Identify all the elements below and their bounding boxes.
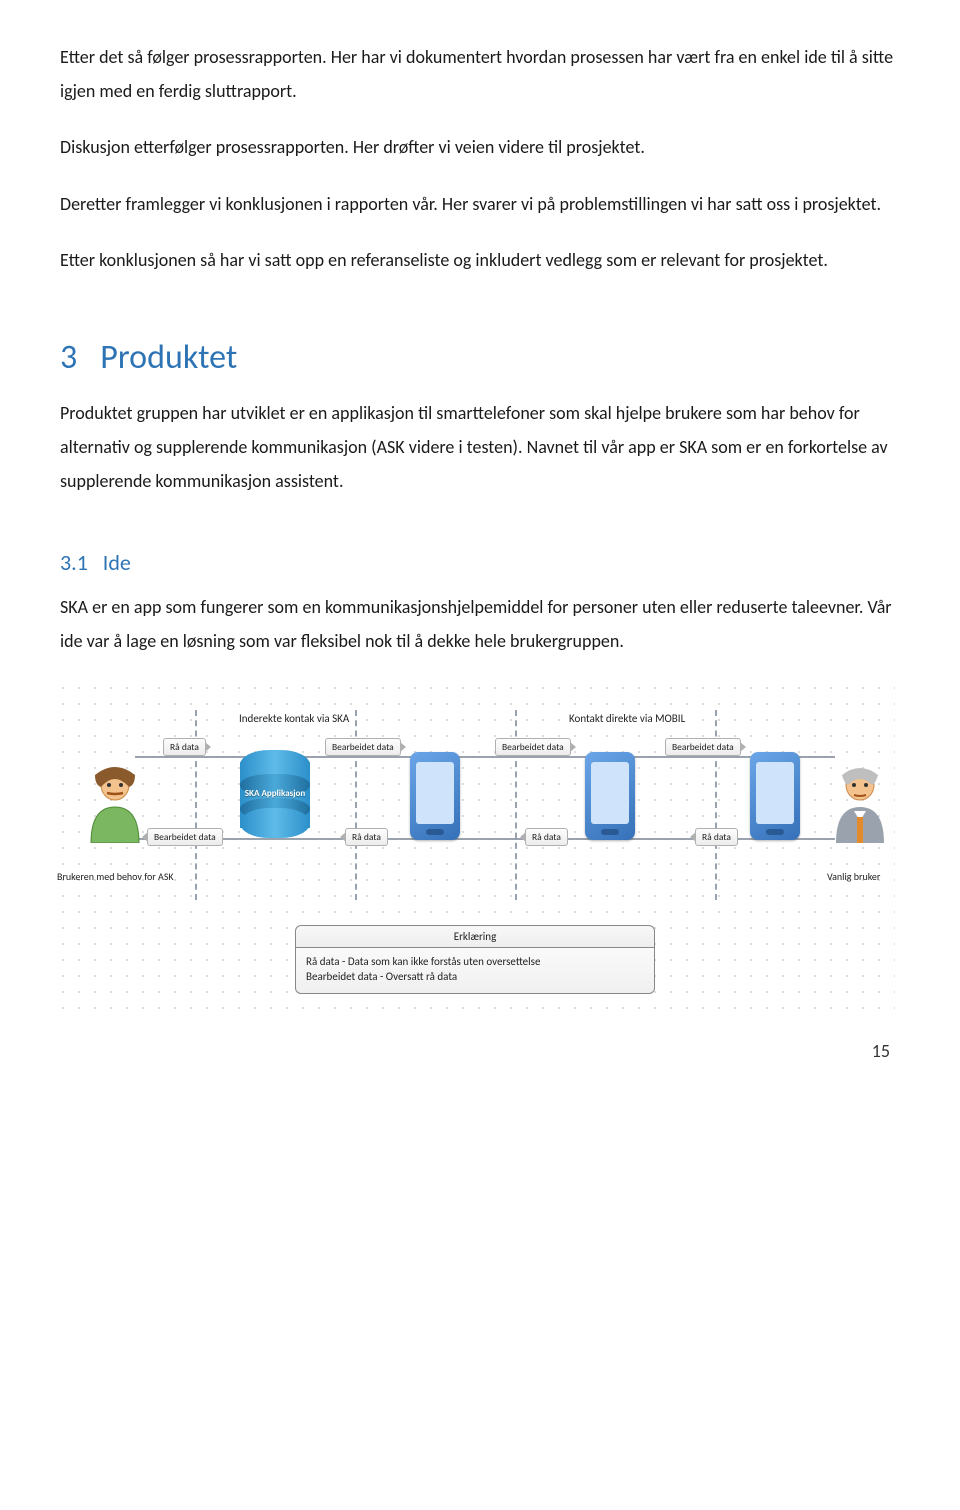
data-tag: Rå data (525, 828, 568, 846)
region-label-right: Kontakt direkte via MOBIL (565, 712, 689, 725)
flow-area: Inderekte kontak via SKA Kontakt direkte… (55, 710, 895, 900)
paragraph: Etter konklusjonen så har vi satt opp en… (60, 243, 900, 277)
paragraph: SKA er en app som fungerer som en kommun… (60, 590, 900, 658)
paragraph: Deretter framlegger vi konklusjonen i ra… (60, 187, 900, 221)
data-tag: Bearbeidet data (147, 828, 223, 846)
page-number: 15 (60, 1040, 900, 1062)
legend-line: Bearbeidet data - Oversatt rå data (306, 969, 644, 984)
region-label-left: Inderekte kontak via SKA (235, 712, 353, 725)
chapter-title: Produktet (100, 337, 237, 378)
actor-label-left: Brukeren med behov for ASK (57, 870, 174, 883)
data-tag: Rå data (695, 828, 738, 846)
paragraph: Diskusjon etterfølger prosessrapporten. … (60, 130, 900, 164)
flow-diagram: Inderekte kontak via SKA Kontakt direkte… (55, 680, 895, 1010)
data-tag: Rå data (163, 738, 206, 756)
actor-label-right: Vanlig bruker (827, 870, 880, 883)
paragraph: Etter det så følger prosessrapporten. He… (60, 40, 900, 108)
section-heading: 3.1 Ide (60, 549, 900, 576)
chapter-number: 3 (60, 337, 77, 378)
document-page: Etter det så følger prosessrapporten. He… (0, 0, 960, 1082)
phone-icon (410, 752, 460, 840)
user-normal-icon (830, 765, 890, 848)
phone-icon (750, 752, 800, 840)
database-icon: SKA Applikasjon (240, 750, 310, 838)
chapter-heading: 3 Produktet (60, 337, 900, 378)
data-tag: Bearbeidet data (495, 738, 571, 756)
diagram-legend: Erklæring Rå data - Data som kan ikke fo… (295, 925, 655, 994)
paragraph: Produktet gruppen har utviklet er en app… (60, 396, 900, 499)
legend-line: Rå data - Data som kan ikke forstås uten… (306, 954, 644, 969)
phone-icon (585, 752, 635, 840)
section-number: 3.1 (60, 549, 88, 576)
database-label: SKA Applikasjon (238, 788, 312, 799)
data-tag: Bearbeidet data (665, 738, 741, 756)
data-tag: Rå data (345, 828, 388, 846)
data-tag: Bearbeidet data (325, 738, 401, 756)
section-title: Ide (103, 549, 131, 576)
user-ask-icon (85, 765, 145, 848)
legend-title: Erklæring (295, 925, 655, 947)
legend-body: Rå data - Data som kan ikke forstås uten… (295, 947, 655, 994)
